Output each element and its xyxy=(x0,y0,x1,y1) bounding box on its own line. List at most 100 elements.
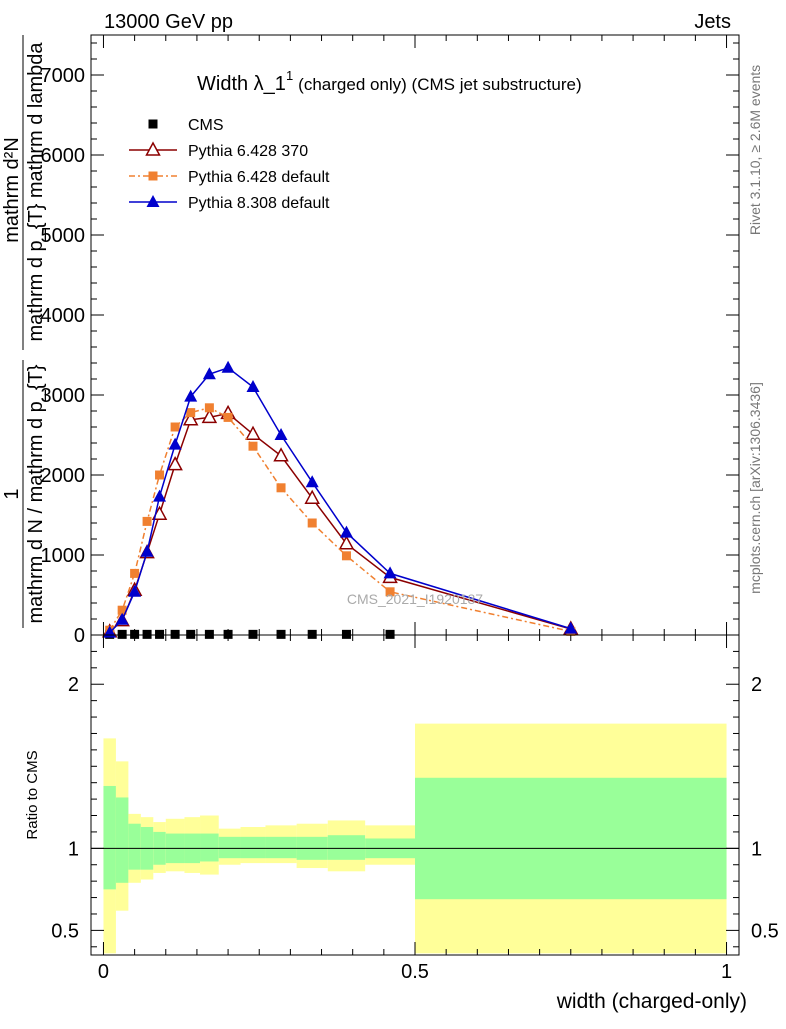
data-point xyxy=(140,544,154,557)
main-y-tick-label: 6000 xyxy=(41,145,86,167)
ratio-inner-band xyxy=(218,836,241,859)
data-point xyxy=(204,403,214,413)
main-y-tick-label: 7000 xyxy=(41,65,86,87)
x-tick-label: 0 xyxy=(98,961,109,983)
y-label-numerator: mathrm d²N xyxy=(1,137,23,243)
data-point xyxy=(307,629,317,639)
data-point xyxy=(305,475,319,488)
ratio-bands-layer xyxy=(103,723,727,954)
ratio-inner-band xyxy=(265,836,297,859)
data-point xyxy=(341,629,351,639)
data-point xyxy=(338,535,355,550)
data-point xyxy=(155,629,165,639)
data-point xyxy=(168,437,182,450)
chart-subtitle: (charged only) (CMS jet substructure) xyxy=(298,75,581,94)
data-point xyxy=(307,518,317,528)
data-point xyxy=(130,568,140,578)
data-point xyxy=(130,629,140,639)
chart-title-sup: 1 xyxy=(286,68,293,83)
legend-marker xyxy=(148,171,158,181)
series-line xyxy=(109,407,571,633)
ratio-inner-band xyxy=(327,835,366,860)
ratio-plot: 0.5 0.5 1 1 2 2 0 0.5 1 xyxy=(51,634,779,983)
main-y-tick-label: 1000 xyxy=(41,545,86,567)
legend-marker xyxy=(146,195,160,207)
legend: CMS Pythia 6.428 370 Pythia 6.428 default P… xyxy=(129,117,330,212)
legend-marker xyxy=(145,141,161,156)
data-point xyxy=(117,605,127,615)
ratio-inner-band xyxy=(200,833,219,862)
ratio-y-tick-label: 1 xyxy=(68,838,79,860)
main-axis-ticks: 0 1000 2000 3000 4000 5000 6000 7000 xyxy=(41,35,739,647)
x-tick-label: 1 xyxy=(721,961,732,983)
ratio-y-axis-label: Ratio to CMS xyxy=(24,750,41,839)
mcplots-label: mcplots.cern.ch [arXiv:1306.3436] xyxy=(747,382,763,594)
data-point xyxy=(202,367,216,380)
data-point xyxy=(564,621,578,634)
main-y-tick-label: 4000 xyxy=(41,305,86,327)
rivet-version-label: Rivet 3.1.10, ≥ 2.6M events xyxy=(747,65,763,235)
y-label-prefix-denominator: mathrm d N / mathrm d p_{T} xyxy=(25,364,47,623)
main-y-tick-label: 2000 xyxy=(41,465,86,487)
data-point xyxy=(276,629,286,639)
ratio-inner-band xyxy=(240,836,266,859)
main-series-layer xyxy=(101,360,579,639)
ratio-inner-band xyxy=(128,823,141,870)
data-point xyxy=(385,587,395,597)
data-point xyxy=(201,408,218,424)
ratio-inner-band xyxy=(115,797,129,883)
data-point xyxy=(182,411,199,426)
data-point xyxy=(186,408,196,418)
legend-label: Pythia 6.428 default xyxy=(188,169,330,186)
data-point xyxy=(142,516,152,526)
data-point xyxy=(276,483,286,493)
main-y-tick-label: 5000 xyxy=(41,225,86,247)
data-point xyxy=(184,389,198,402)
y-label-denominator: mathrm d p_{T} mathrm d lambda xyxy=(25,42,47,342)
y-label-prefix-numerator: 1 xyxy=(1,488,23,499)
ratio-y-tick-label-right: 1 xyxy=(751,838,762,860)
series-line xyxy=(109,366,572,634)
data-point xyxy=(170,629,180,639)
data-point xyxy=(128,584,142,597)
data-point xyxy=(248,441,258,451)
ratio-axis-ticks: 0.5 0.5 1 1 2 2 0 0.5 1 xyxy=(51,635,779,983)
data-point xyxy=(221,360,235,373)
data-point xyxy=(246,380,260,392)
chart-title-main: Width λ_1 xyxy=(197,73,286,95)
legend-label: Pythia 6.428 370 xyxy=(188,143,308,160)
series-2 xyxy=(105,403,576,636)
data-point xyxy=(383,566,397,579)
legend-label: Pythia 8.308 default xyxy=(188,195,330,212)
data-point xyxy=(273,447,289,462)
data-point xyxy=(245,425,261,440)
ratio-inner-band xyxy=(103,785,116,890)
data-point xyxy=(155,470,165,480)
header-left-label: 13000 GeV pp xyxy=(104,11,233,33)
data-point xyxy=(204,629,214,639)
main-plot: 0 1000 2000 3000 4000 5000 6000 7000 xyxy=(41,34,740,647)
data-point xyxy=(167,456,183,471)
data-point xyxy=(339,525,353,538)
header-right-label: Jets xyxy=(694,11,731,33)
ratio-inner-band xyxy=(415,777,727,900)
chart-title: Width λ_11 (charged only) (CMS jet substr… xyxy=(197,68,582,95)
ratio-plot-frame xyxy=(90,634,740,956)
legend-label: CMS xyxy=(188,117,224,134)
ratio-y-tick-label: 0.5 xyxy=(51,920,79,942)
x-axis-label: width (charged-only) xyxy=(556,990,747,1013)
main-y-axis-label: 1 mathrm d N / mathrm d p_{T} mathrm d²N… xyxy=(1,35,47,628)
data-point xyxy=(385,629,395,639)
data-point xyxy=(274,428,288,440)
data-point xyxy=(142,629,152,639)
ratio-y-tick-label: 2 xyxy=(68,674,79,696)
data-point xyxy=(117,629,127,639)
main-y-tick-label: 3000 xyxy=(41,385,86,407)
x-tick-label: 0.5 xyxy=(401,961,429,983)
data-point xyxy=(223,412,233,422)
data-point xyxy=(341,551,351,561)
data-point xyxy=(153,489,167,502)
data-point xyxy=(223,629,233,639)
